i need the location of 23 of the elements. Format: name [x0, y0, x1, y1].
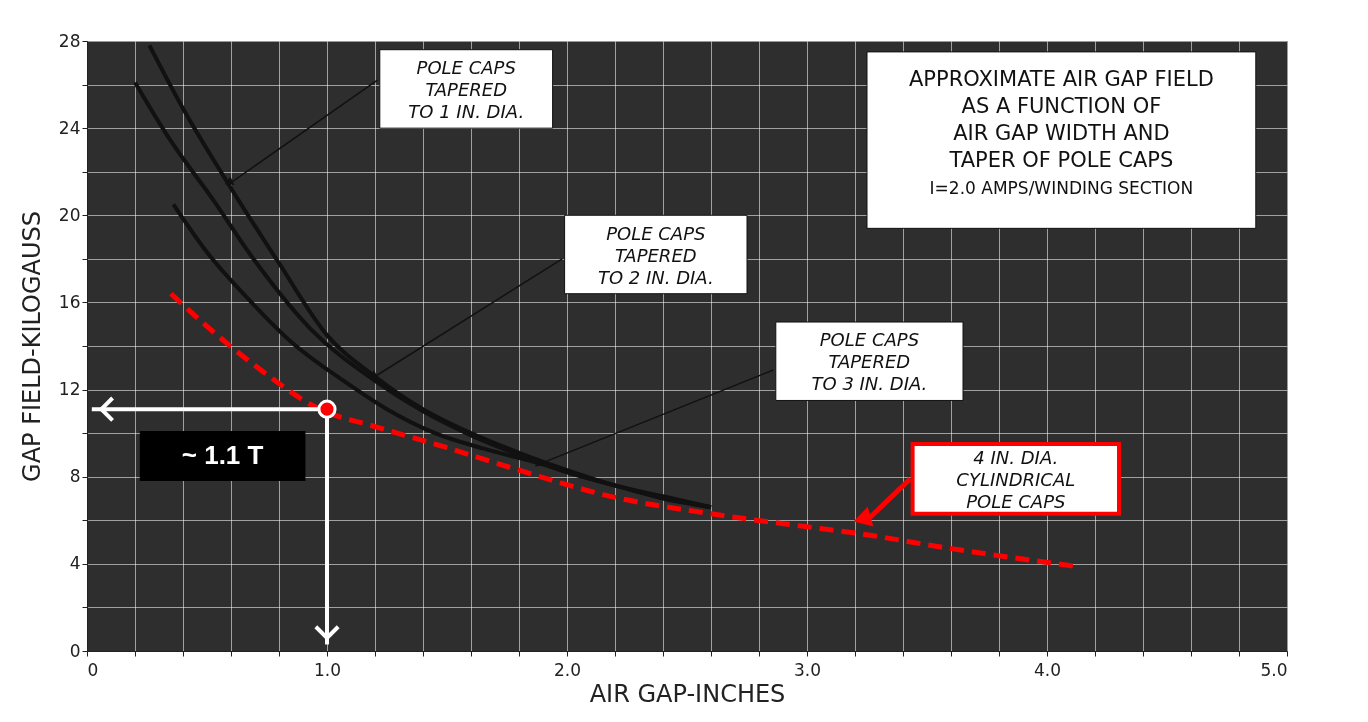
x-tick-label: 4.0 — [1033, 659, 1062, 680]
y-axis-title: GAP FIELD-KILOGAUSS — [17, 211, 46, 482]
x-axis-title: AIR GAP-INCHES — [589, 679, 786, 708]
text: APPROXIMATE AIR GAP FIELD AS A FUNCTION OF AIR GAP WIDTH AND TAPER OF POLE CAPS — [908, 67, 1214, 173]
x-tick-label: 5.0 — [1260, 659, 1288, 680]
y-tick-label: 24 — [58, 117, 81, 138]
y-tick-label: 16 — [58, 291, 81, 312]
x-tick-label: 2.0 — [553, 659, 582, 680]
y-tick-label: 0 — [69, 640, 81, 661]
x-tick-label: 0 — [87, 659, 99, 680]
y-tick-label: 8 — [69, 466, 81, 487]
annotation: 4 IN. DIA. CYLINDRICAL POLE CAPS — [956, 446, 1076, 512]
annotation: POLE CAPS TAPERED TO 1 IN. DIA. — [408, 56, 525, 122]
annotation: POLE CAPS TAPERED TO 2 IN. DIA. — [597, 222, 714, 288]
annotation: ~ 1.1 T — [181, 440, 264, 471]
annotation: POLE CAPS TAPERED TO 3 IN. DIA. — [811, 329, 928, 395]
y-tick-label: 20 — [58, 204, 81, 225]
text: I=2.0 AMPS/WINDING SECTION — [929, 178, 1194, 199]
x-tick-label: 3.0 — [793, 659, 822, 680]
x-tick-label: 1.0 — [313, 659, 342, 680]
y-tick-label: 12 — [58, 379, 81, 400]
y-tick-label: 4 — [69, 553, 81, 574]
y-tick-label: 28 — [58, 30, 81, 51]
